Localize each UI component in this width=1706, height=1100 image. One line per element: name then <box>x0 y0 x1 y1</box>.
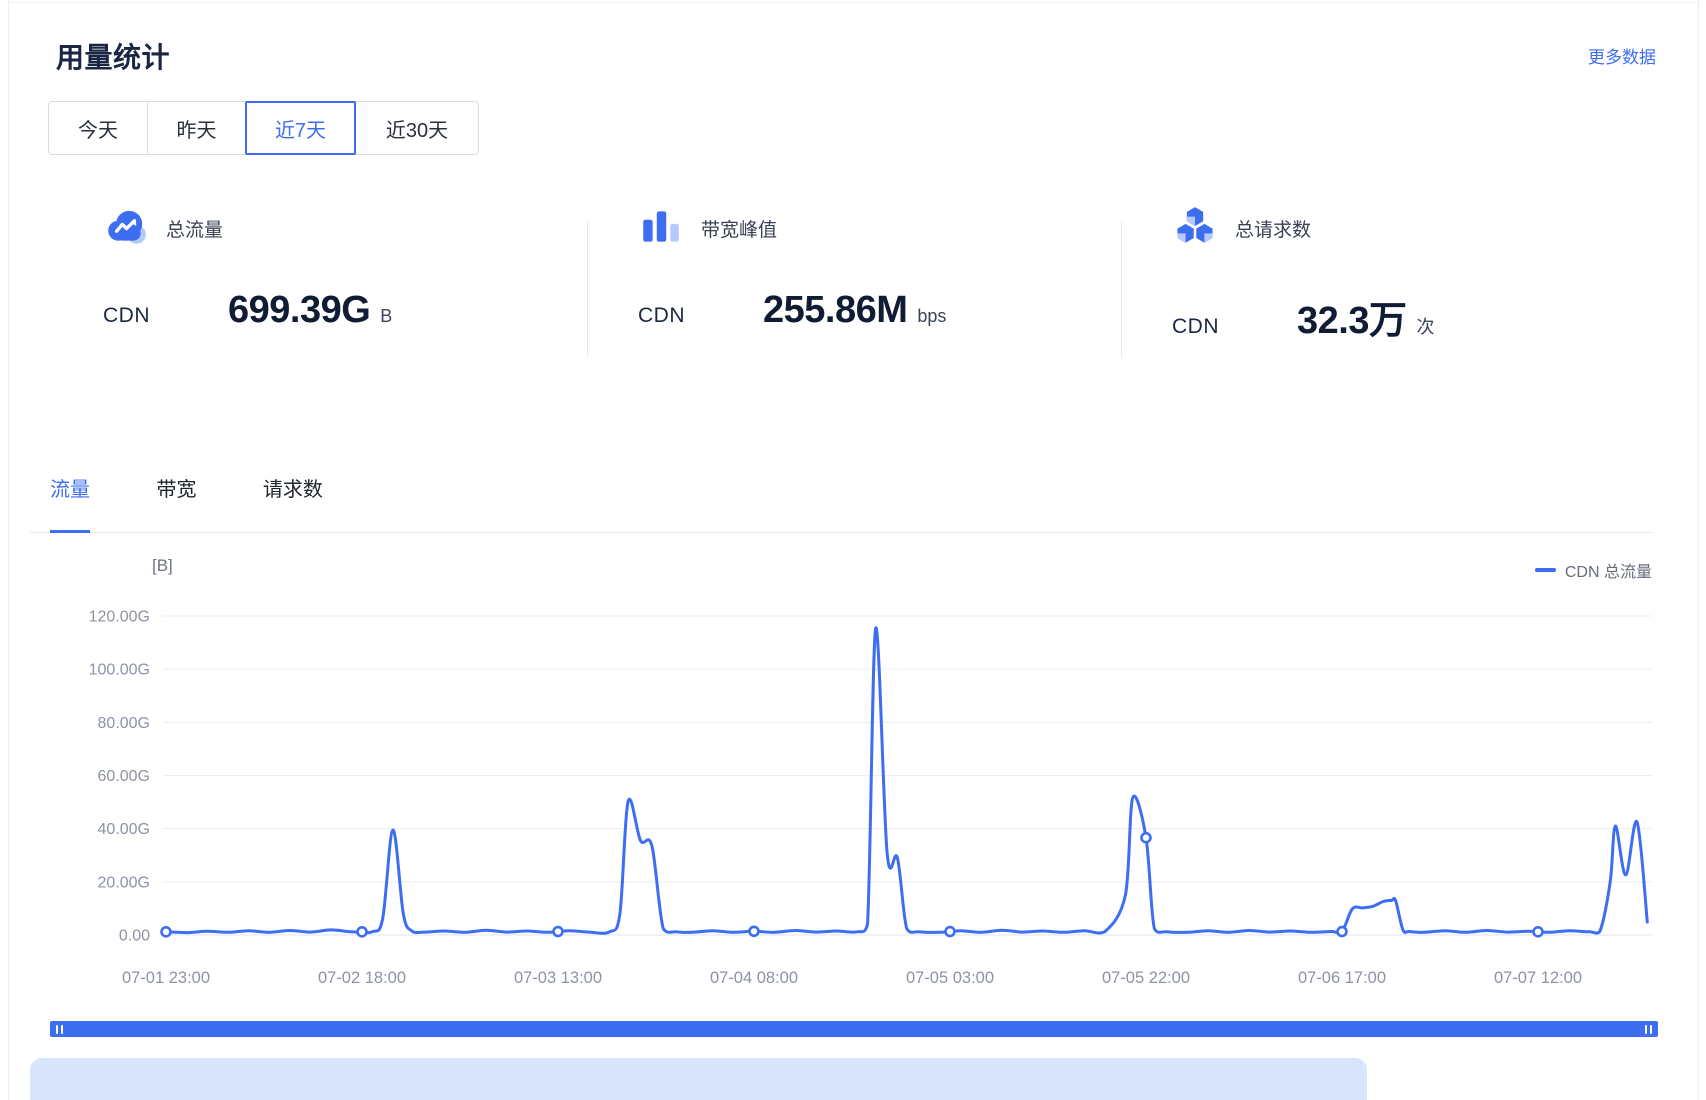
stat-card-total-traffic: 总流量 CDN 699.39G B <box>50 205 587 358</box>
card-divider <box>587 222 588 358</box>
tab-traffic[interactable]: 流量 <box>50 473 90 533</box>
card-divider <box>1121 222 1122 358</box>
panel-right-border <box>1698 0 1699 1100</box>
panel-left-border <box>8 0 9 1100</box>
svg-text:07-03 13:00: 07-03 13:00 <box>514 969 602 987</box>
range-tab-today[interactable]: 今天 <box>48 101 148 155</box>
svg-text:0.00: 0.00 <box>119 928 150 945</box>
svg-text:100.00G: 100.00G <box>89 662 150 679</box>
bandwidth-bars-icon <box>638 203 684 254</box>
metric-tabs: 流量 带宽 请求数 <box>30 473 1652 533</box>
panel-top-border <box>8 2 1699 3</box>
stat-card-peak-bandwidth: 带宽峰值 CDN 255.86M bps <box>588 205 1121 358</box>
range-tab-last7days[interactable]: 近7天 <box>245 101 356 155</box>
svg-text:60.00G: 60.00G <box>98 768 150 785</box>
more-data-link[interactable]: 更多数据 <box>1588 48 1656 67</box>
page-title: 用量统计 <box>56 42 171 73</box>
tab-bandwidth[interactable]: 带宽 <box>156 479 197 501</box>
svg-text:07-01 23:00: 07-01 23:00 <box>122 969 210 987</box>
svg-text:80.00G: 80.00G <box>98 715 150 732</box>
stat-value: 699.39G <box>228 289 371 331</box>
svg-text:20.00G: 20.00G <box>98 874 150 891</box>
stat-label: 总请求数 <box>1235 219 1312 241</box>
svg-text:07-06 17:00: 07-06 17:00 <box>1298 969 1386 987</box>
stat-label: 带宽峰值 <box>701 219 778 241</box>
svg-text:07-05 03:00: 07-05 03:00 <box>906 969 994 987</box>
svg-text:40.00G: 40.00G <box>98 821 150 838</box>
svg-text:07-05 22:00: 07-05 22:00 <box>1102 969 1190 987</box>
date-range-group: 今天 昨天 近7天 近30天 <box>48 101 479 155</box>
data-zoom-slider[interactable] <box>50 1021 1658 1037</box>
chart-legend[interactable]: CDN 总流量 <box>1534 558 1652 582</box>
cloud-traffic-icon <box>103 203 149 254</box>
svg-text:07-04 08:00: 07-04 08:00 <box>710 969 798 987</box>
stats-row: 总流量 CDN 699.39G B 带宽峰值 C <box>50 205 1656 358</box>
traffic-line-chart: 0.00 20.00G 40.00G 60.00G 80.00G 100.00G 120.0… <box>89 609 1652 987</box>
svg-text:07-02 18:00: 07-02 18:00 <box>318 969 406 987</box>
stat-unit: B <box>380 306 393 326</box>
stat-unit: bps <box>917 306 947 326</box>
svg-text:120.00G: 120.00G <box>89 609 150 626</box>
legend-line-icon <box>1534 568 1556 572</box>
legend-label: CDN 总流量 <box>1564 564 1652 581</box>
stat-label: 总流量 <box>166 219 224 241</box>
y-axis-unit-label: [B] <box>152 556 173 575</box>
range-tab-yesterday[interactable]: 昨天 <box>147 101 246 155</box>
zoom-handle-left[interactable] <box>52 1023 67 1035</box>
stat-product: CDN <box>103 304 150 327</box>
stat-product: CDN <box>638 304 685 327</box>
zoom-handle-right[interactable] <box>1641 1023 1656 1035</box>
info-banner[interactable] <box>30 1058 1367 1100</box>
range-tab-last30days[interactable]: 近30天 <box>355 101 479 155</box>
stat-value: 32.3万 <box>1297 300 1407 342</box>
tab-requests[interactable]: 请求数 <box>262 479 323 501</box>
stat-product: CDN <box>1172 315 1219 338</box>
stat-value: 255.86M <box>763 289 908 331</box>
request-cubes-icon <box>1172 203 1218 254</box>
stat-unit: 次 <box>1416 317 1435 337</box>
stat-card-total-requests: 总请求数 CDN 32.3万 次 <box>1122 205 1656 358</box>
svg-text:07-07 12:00: 07-07 12:00 <box>1494 969 1582 987</box>
